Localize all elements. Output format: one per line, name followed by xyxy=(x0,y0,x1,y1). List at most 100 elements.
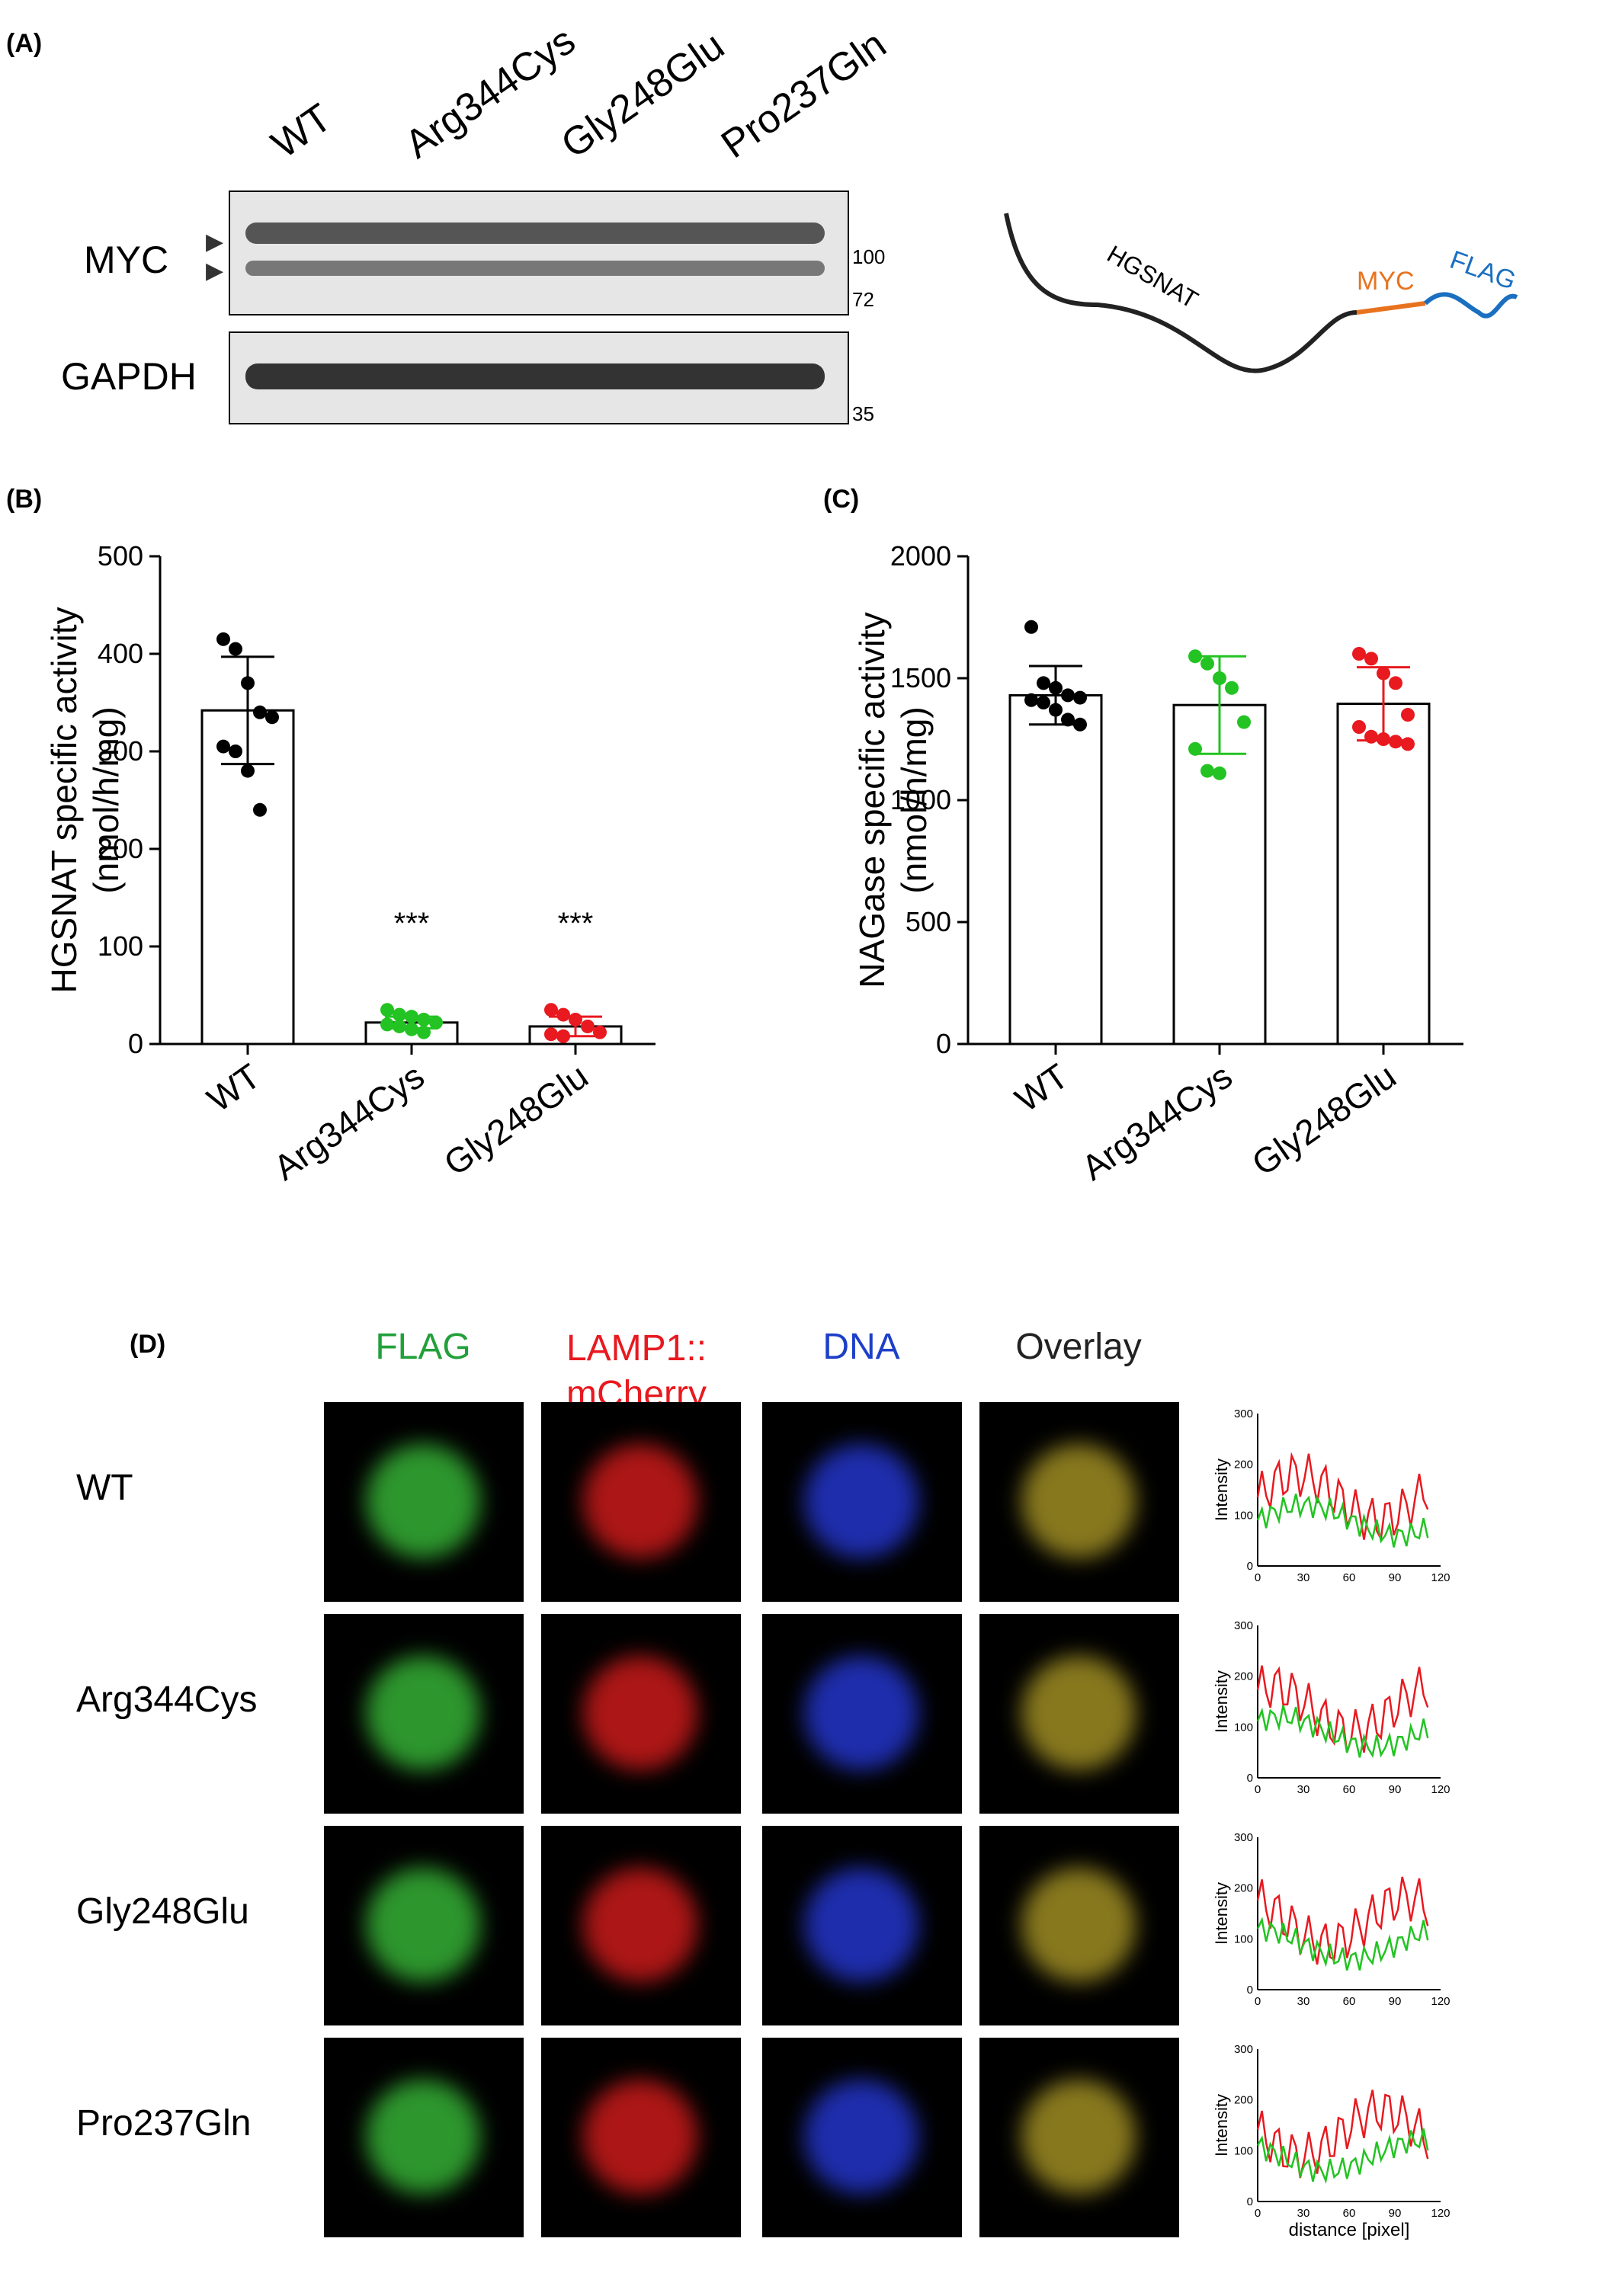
cell-signal xyxy=(366,1868,480,1982)
data-point xyxy=(265,710,279,725)
micrograph xyxy=(541,1402,741,1602)
y-tick-label: 0 xyxy=(1247,2195,1253,2208)
micrograph xyxy=(324,1826,524,2025)
green-profile-line xyxy=(1256,1494,1429,1548)
x-tick-label: 120 xyxy=(1431,1571,1450,1584)
micrograph xyxy=(324,1614,524,1814)
data-point xyxy=(253,802,267,817)
data-point xyxy=(1401,708,1415,722)
y-tick-label: 300 xyxy=(98,735,143,767)
cell-signal xyxy=(1021,1656,1136,1770)
condition-label: Gly248Glu xyxy=(76,1891,249,1932)
condition-label: WT xyxy=(76,1468,133,1508)
data-point xyxy=(1200,764,1214,778)
blot-row-label: MYC xyxy=(84,239,169,281)
x-tick-label: 90 xyxy=(1389,1783,1402,1796)
x-tick-label: 30 xyxy=(1297,1995,1310,2008)
schematic-label: MYC xyxy=(1357,267,1415,296)
arrowhead-icon: ▶ xyxy=(206,258,224,283)
data-point xyxy=(1073,690,1087,705)
cell-signal xyxy=(366,1444,480,1558)
x-tick-label: 90 xyxy=(1389,2207,1402,2220)
blot-row-label: GAPDH xyxy=(61,355,197,398)
data-point xyxy=(380,1017,394,1032)
green-profile-line xyxy=(1256,1705,1429,1759)
marker-label: 35 xyxy=(852,402,874,425)
x-tick-label: 90 xyxy=(1389,1995,1402,2008)
data-point xyxy=(1037,676,1050,690)
y-tick-label: 2000 xyxy=(890,540,951,572)
data-point xyxy=(1061,688,1075,703)
data-point xyxy=(417,1013,431,1026)
y-axis-label: (nmol/h/mg) xyxy=(894,706,934,893)
y-tick-label: 500 xyxy=(98,540,143,572)
micrograph xyxy=(324,2038,524,2237)
data-point xyxy=(1389,676,1402,690)
x-tick-label: 0 xyxy=(1255,2207,1261,2220)
x-tick-label: 90 xyxy=(1389,1571,1402,1584)
cell-signal xyxy=(804,1868,918,1982)
data-point xyxy=(417,1025,431,1039)
y-tick-label: 200 xyxy=(1234,1882,1253,1895)
data-point xyxy=(253,705,267,719)
x-tick-label: 0 xyxy=(1255,1995,1261,2008)
x-tick-label: 30 xyxy=(1297,2207,1310,2220)
green-profile-line xyxy=(1256,1917,1429,1971)
y-axis-label: (nmol/h/mg) xyxy=(86,706,126,893)
cell-signal xyxy=(1021,2080,1136,2194)
intensity-profile-plot: 0 100 200 300 0 30 60 90 120 Intensity xyxy=(1212,1407,1451,1584)
data-point xyxy=(1364,729,1378,744)
data-point xyxy=(1049,703,1063,717)
y-tick-label: 100 xyxy=(1234,1509,1253,1522)
data-point xyxy=(1352,720,1366,734)
data-point xyxy=(1188,741,1202,756)
data-point xyxy=(1024,620,1038,634)
x-tick-label: Gly248Glu xyxy=(437,1056,595,1183)
myc-blot xyxy=(229,191,849,315)
y-tick-label: 100 xyxy=(1234,1933,1253,1945)
bar xyxy=(1172,703,1267,1046)
y-tick-label: 100 xyxy=(1234,1721,1253,1734)
lane-label: WT xyxy=(264,95,340,168)
data-point xyxy=(1225,680,1239,695)
data-point xyxy=(405,1022,418,1036)
bar xyxy=(1008,693,1103,1046)
data-point xyxy=(1401,737,1415,751)
data-point xyxy=(1049,680,1063,695)
micrograph xyxy=(541,1826,741,2025)
micrograph xyxy=(979,1826,1179,2025)
cell-signal xyxy=(583,2080,697,2194)
y-tick-label: 300 xyxy=(1234,1831,1253,1844)
y-tick-label: 400 xyxy=(98,638,143,669)
x-tick-label: 60 xyxy=(1343,2207,1356,2220)
x-tick-label: 0 xyxy=(1255,1783,1261,1796)
panel-b-label: (B) xyxy=(6,485,43,514)
cell-signal xyxy=(804,2080,918,2194)
significance-label: *** xyxy=(558,907,594,940)
panel-d-label: (D) xyxy=(130,1330,166,1359)
x-tick-label: 120 xyxy=(1431,1783,1450,1796)
data-point xyxy=(569,1013,582,1026)
x-tick-label: 30 xyxy=(1297,1571,1310,1584)
data-point xyxy=(380,1003,394,1017)
data-point xyxy=(429,1015,443,1030)
data-point xyxy=(1364,652,1378,666)
cell-signal xyxy=(366,1656,480,1770)
arrowhead-icon: ▶ xyxy=(206,229,224,255)
intensity-profile-plot: 0 100 200 300 0 30 60 90 120 Intensity xyxy=(1212,1831,1451,2008)
y-tick-label: 0 xyxy=(1247,1772,1253,1785)
significance-label: *** xyxy=(394,907,430,940)
y-tick-label: 200 xyxy=(1234,1459,1253,1471)
data-point xyxy=(216,739,230,754)
y-tick-label: 300 xyxy=(1234,1407,1253,1420)
column-header: DNA xyxy=(822,1327,900,1367)
micrograph xyxy=(979,2038,1179,2237)
y-axis-label: NAGase specific activity xyxy=(852,612,892,988)
y-tick-label: 1500 xyxy=(890,662,951,693)
data-point xyxy=(241,676,255,690)
data-point xyxy=(229,745,242,758)
y-tick-label: 0 xyxy=(1247,1560,1253,1573)
y-tick-label: 0 xyxy=(128,1028,143,1059)
x-tick-label: 60 xyxy=(1343,1995,1356,2008)
data-point xyxy=(1377,732,1390,746)
